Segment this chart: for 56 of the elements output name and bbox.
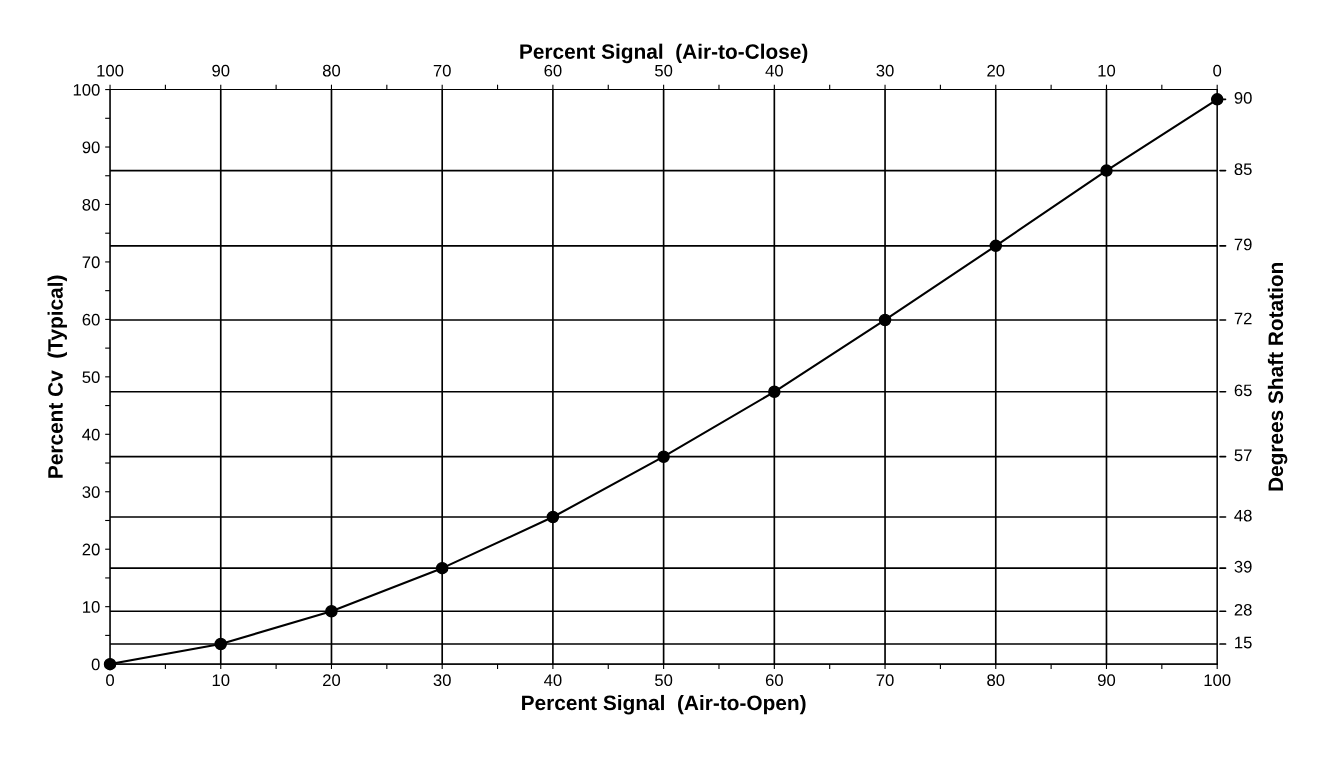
x2-tick-label: 0 — [1213, 64, 1222, 77]
x-tick-label: 40 — [544, 674, 562, 687]
point — [1100, 164, 1113, 177]
x2-tick-label: 60 — [544, 64, 562, 77]
x2-tick-label: 40 — [765, 64, 783, 77]
text: 65 — [1234, 384, 1252, 397]
y-tick-label: 0 — [91, 658, 100, 671]
x-axis-title: Percent Signal (Air-to-Open) — [522, 694, 806, 715]
point — [325, 605, 338, 618]
text: 28 — [1234, 603, 1252, 616]
point — [546, 510, 560, 524]
y-tick-label: 30 — [82, 486, 100, 498]
x2-tick-label: 70 — [433, 64, 451, 77]
point — [435, 561, 449, 575]
y-axis-title: Percent Cv (Typical) — [47, 275, 67, 478]
y-tick-label: 20 — [82, 543, 100, 556]
text: 79 — [1234, 238, 1252, 251]
x-tick-label: 100 — [1204, 674, 1231, 687]
text: 72 — [1234, 312, 1252, 325]
text: 39 — [1234, 560, 1252, 573]
x-tick-label: 90 — [1097, 674, 1116, 687]
y-tick-label: 100 — [73, 83, 100, 96]
x-tick-label: 50 — [655, 674, 673, 687]
x2-tick-label: 80 — [322, 64, 341, 77]
x-tick-label: 0 — [106, 674, 115, 687]
x2-tick-label: 10 — [1098, 64, 1116, 77]
point — [214, 637, 228, 651]
point — [657, 450, 670, 463]
y-tick-label: 40 — [82, 428, 100, 441]
y2-axis-title: Degrees Shaft Rotation — [1267, 262, 1288, 491]
point — [989, 239, 1003, 253]
x-tick-label: 10 — [212, 674, 230, 687]
x-tick-label: 20 — [323, 674, 341, 687]
text: 90 — [1234, 92, 1252, 104]
x2-tick-label: 50 — [655, 64, 673, 77]
point — [768, 385, 781, 399]
x2-tick-label: 30 — [876, 64, 894, 77]
y-tick-label: 60 — [82, 313, 100, 326]
x2-tick-label: 100 — [97, 64, 124, 77]
x-tick-label: 60 — [765, 674, 783, 687]
text: 85 — [1234, 163, 1252, 176]
x-tick-label: 70 — [876, 674, 894, 687]
text: 57 — [1234, 449, 1252, 462]
y-tick-label: 50 — [82, 371, 100, 384]
text: 15 — [1235, 636, 1252, 649]
x-tick-label: 30 — [433, 674, 451, 687]
x-tick-label: 80 — [987, 674, 1005, 687]
y-tick-label: 80 — [82, 198, 100, 211]
x2-tick-label: 20 — [987, 64, 1005, 77]
y-tick-label: 90 — [82, 141, 100, 154]
text: 48 — [1234, 509, 1252, 522]
y-tick-label: 70 — [82, 256, 100, 269]
y-tick-label: 10 — [83, 601, 100, 613]
x2-tick-label: 90 — [212, 64, 230, 77]
x2-axis-title: Percent Signal (Air-to-Close) — [520, 43, 808, 64]
point — [878, 313, 892, 327]
